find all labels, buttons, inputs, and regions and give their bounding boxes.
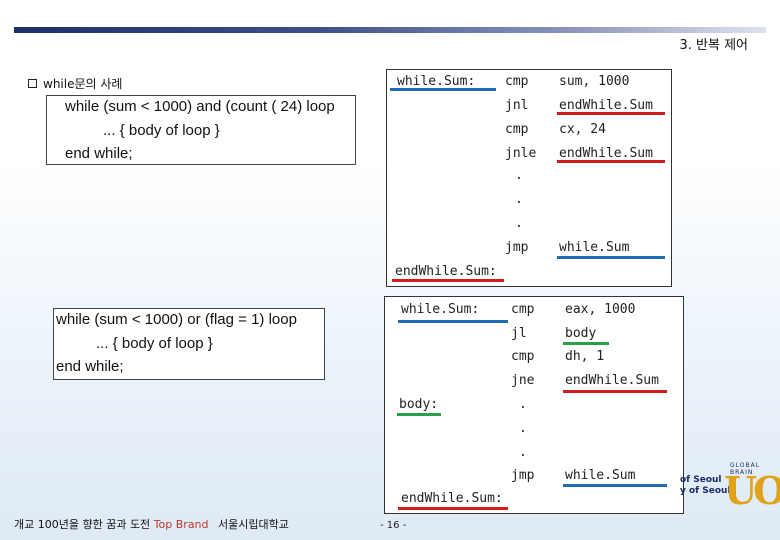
- underline-endwhile-label: [392, 279, 504, 282]
- underline-body-label: [397, 413, 441, 416]
- asm-label: body:: [399, 397, 439, 412]
- asm-op: cmp: [505, 122, 529, 137]
- footer-text: 개교 100년을 향한 꿈과 도전: [14, 518, 151, 531]
- square-bullet-icon: [28, 79, 37, 88]
- page-number: - 16 -: [380, 520, 407, 531]
- assembly-listing-1: while.Sum: cmp sum, 1000 jnl endWhile.Su…: [386, 69, 672, 287]
- underline-while-arg: [563, 484, 667, 487]
- asm-arg: eax, 1000: [565, 302, 636, 317]
- asm-op: cmp: [511, 302, 535, 317]
- section-title-text: while문의 사례: [43, 77, 123, 91]
- university-logo: of Seoul y of Seoul GLOBAL BRAIN UOS: [680, 460, 780, 540]
- section-title: while문의 사례: [28, 75, 122, 92]
- asm-op: jnl: [505, 98, 529, 113]
- code-example-2: while (sum < 1000) or (flag = 1) loop ..…: [53, 308, 325, 380]
- logo-letters: UOS: [724, 468, 780, 513]
- asm-arg: body: [565, 326, 597, 341]
- asm-dot: .: [515, 216, 523, 231]
- footer-university: 서울시립대학교: [218, 518, 289, 531]
- logo-tag: GLOBAL BRAIN: [730, 462, 761, 476]
- underline-endwhile-arg: [557, 160, 665, 163]
- asm-op: jne: [511, 373, 535, 388]
- asm-op: cmp: [511, 349, 535, 364]
- underline-endwhile-arg: [557, 112, 665, 115]
- code-line: end while;: [56, 358, 124, 375]
- chapter-title: 3. 반복 제어: [679, 38, 748, 53]
- underline-body-arg: [563, 342, 609, 345]
- code-line: end while;: [65, 145, 133, 162]
- code-line: while (sum < 1000) and (count ( 24) loop: [65, 98, 335, 115]
- logo-side-text: of Seoul: [680, 475, 722, 485]
- asm-arg: while.Sum: [565, 468, 636, 483]
- asm-arg: endWhile.Sum: [559, 98, 653, 113]
- assembly-listing-2: while.Sum: cmp eax, 1000 jl body cmp dh,…: [384, 296, 684, 514]
- underline-while-label: [390, 88, 496, 91]
- header-bar: [14, 27, 766, 33]
- asm-label: endWhile.Sum:: [401, 491, 503, 506]
- code-line: ... { body of loop }: [103, 122, 220, 139]
- code-line: ... { body of loop }: [96, 335, 213, 352]
- asm-arg: while.Sum: [559, 240, 630, 255]
- asm-arg: dh, 1: [565, 349, 605, 364]
- footer-slogan: 개교 100년을 향한 꿈과 도전 Top Brand 서울시립대학교: [14, 516, 289, 532]
- code-line: while (sum < 1000) or (flag = 1) loop: [56, 311, 297, 328]
- underline-endwhile-arg: [563, 390, 667, 393]
- underline-while-label: [398, 320, 508, 323]
- underline-while-arg: [557, 256, 665, 259]
- asm-label: while.Sum:: [401, 302, 480, 317]
- asm-op: jnle: [505, 146, 537, 161]
- asm-dot: .: [519, 445, 527, 460]
- asm-op: jl: [511, 326, 527, 341]
- asm-arg: sum, 1000: [559, 74, 630, 89]
- asm-dot: .: [515, 192, 523, 207]
- code-example-1: while (sum < 1000) and (count ( 24) loop…: [46, 95, 356, 165]
- underline-endwhile-label: [398, 507, 508, 510]
- asm-arg: endWhile.Sum: [565, 373, 659, 388]
- asm-label: endWhile.Sum:: [395, 264, 497, 279]
- asm-op: jmp: [505, 240, 529, 255]
- asm-label: while.Sum:: [397, 74, 476, 89]
- logo-side-text: y of Seoul: [680, 486, 731, 496]
- asm-dot: .: [515, 168, 523, 183]
- asm-dot: .: [519, 397, 527, 412]
- asm-op: jmp: [511, 468, 535, 483]
- asm-arg: cx, 24: [559, 122, 606, 137]
- footer-brand: Top Brand: [153, 518, 209, 531]
- asm-arg: endWhile.Sum: [559, 146, 653, 161]
- asm-op: cmp: [505, 74, 529, 89]
- asm-dot: .: [519, 421, 527, 436]
